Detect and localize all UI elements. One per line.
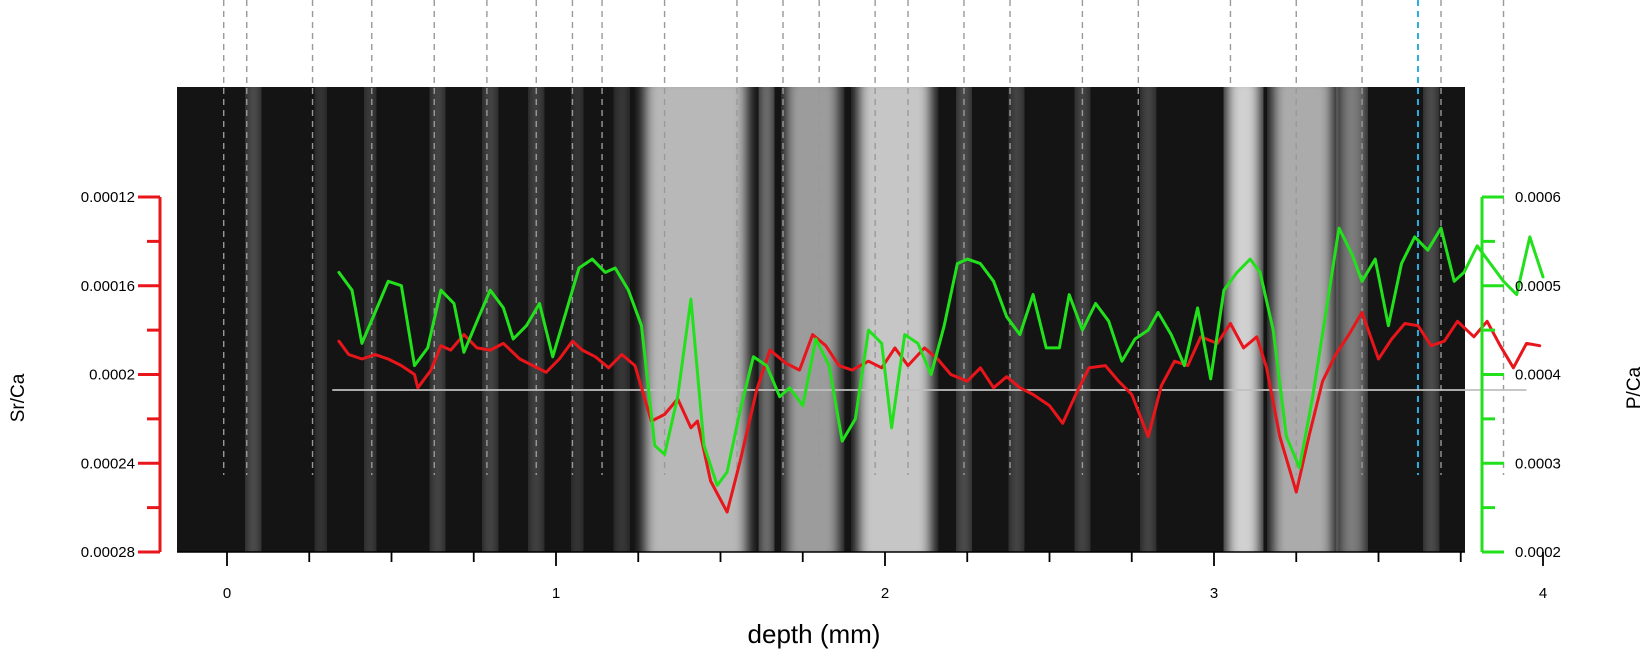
image-bright-band [365,87,376,552]
x-tick-label: 3 [1210,585,1218,602]
microscope-image-background [177,77,1527,562]
image-bright-band [1497,77,1527,562]
left-tick-label: 0.00012 [81,189,135,206]
right-axis-title: P/Ca [1624,366,1645,409]
image-bright-band [483,87,497,552]
image-bright-band [572,87,583,552]
image-bright-band [1010,87,1024,552]
left-axis-title: Sr/Ca [8,373,29,422]
left-tick-label: 0.00016 [81,278,135,295]
image-bright-band [1273,87,1333,552]
x-tick-label: 4 [1539,585,1547,602]
left-tick-label: 0.00028 [81,544,135,561]
image-bright-band [1339,87,1366,552]
image-bright-band [1141,87,1155,552]
x-tick-label: 1 [552,585,560,602]
image-bands [246,77,1527,562]
x-tick-label: 2 [881,585,889,602]
right-tick-label: 0.0005 [1515,278,1561,295]
p-ca-series-line [337,226,1545,487]
sr-ca-series-line [337,310,1542,514]
left-y-axis: 0.00012 0.00016 0.0002 0.00024 0.00028 [81,189,162,561]
series-lines [337,226,1545,514]
right-tick-label: 0.0003 [1515,455,1561,472]
right-y-axis: 0.0006 0.0005 0.0004 0.0003 0.0002 [1480,189,1561,561]
image-bright-band [759,87,774,552]
image-bright-band [1227,87,1261,552]
left-tick-label: 0.00024 [81,455,135,472]
image-bright-band [615,87,629,552]
image-bright-band [858,87,932,552]
image-bright-band [246,87,260,552]
image-bright-band [315,87,326,552]
x-axis: 0 1 2 3 4 [177,551,1547,602]
image-bright-band [644,87,747,552]
left-tick-label: 0.0002 [89,367,135,384]
x-axis-title: depth (mm) [748,619,881,649]
x-tick-label: 0 [223,585,231,602]
band-markers [223,0,1505,475]
right-tick-label: 0.0002 [1515,544,1561,561]
right-tick-label: 0.0004 [1515,367,1561,384]
right-tick-label: 0.0006 [1515,189,1561,206]
image-bright-band [1424,87,1438,552]
image-bright-band [786,87,839,552]
